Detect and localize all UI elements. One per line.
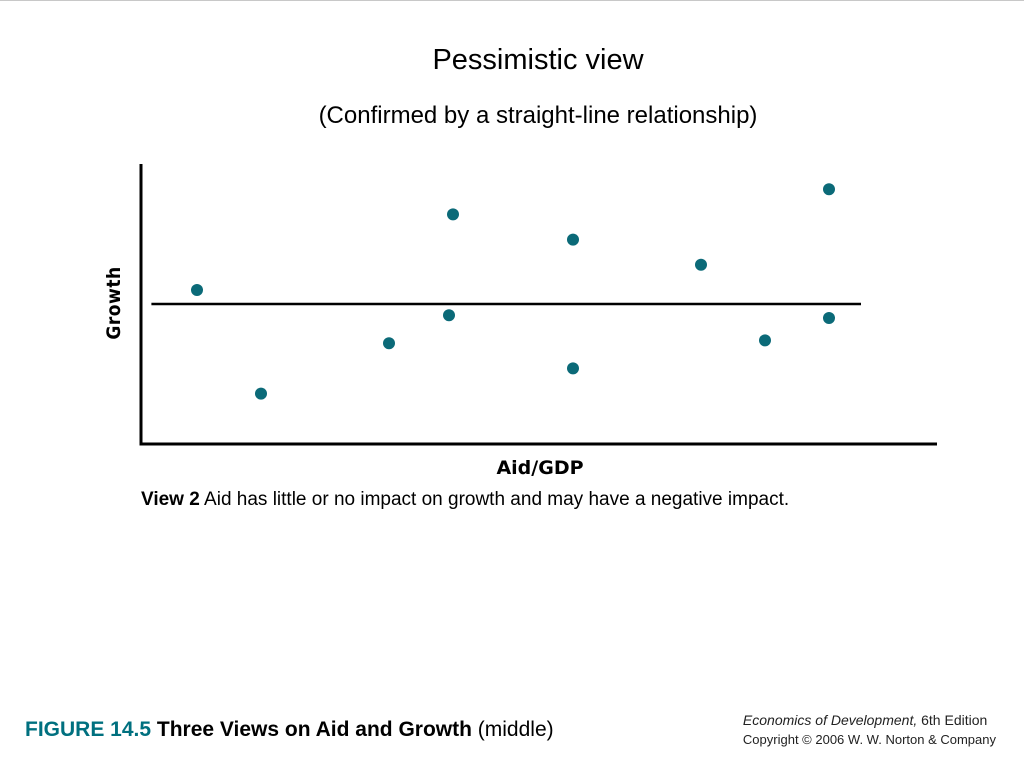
data-point-8 <box>695 258 707 271</box>
data-point-6 <box>567 233 579 246</box>
data-point-7 <box>567 362 579 375</box>
data-point-5 <box>443 309 455 322</box>
y-axis-label: Growth <box>103 266 125 340</box>
source-credit: Economics of Development, 6th Edition Co… <box>743 711 996 749</box>
figure-qualifier: (middle) <box>477 718 554 741</box>
view-description: Aid has little or no impact on growth an… <box>204 489 790 510</box>
copyright: Copyright © 2006 W. W. Norton & Company <box>742 732 996 747</box>
slide-title: Pessimistic view <box>432 44 644 76</box>
data-point-11 <box>823 312 835 324</box>
data-point-9 <box>759 334 771 347</box>
view-caption: View 2 Aid has little or no impact on gr… <box>141 489 789 511</box>
data-points <box>191 183 835 400</box>
slide-subtitle: (Confirmed by a straight-line relationsh… <box>318 102 758 129</box>
x-axis-label: Aid/GDP <box>496 457 584 479</box>
data-point-1 <box>191 284 203 296</box>
view-label: View 2 <box>141 489 200 510</box>
figure-title: Three Views on Aid and Growth <box>156 718 472 741</box>
book-title: Economics of Development, <box>742 712 918 728</box>
figure-number: FIGURE 14.5 <box>25 718 152 741</box>
figure-caption: FIGURE 14.5 Three Views on Aid and Growt… <box>25 718 554 742</box>
data-point-4 <box>447 208 459 221</box>
data-point-3 <box>383 337 395 350</box>
top-border <box>0 0 1024 1</box>
data-point-2 <box>255 387 267 400</box>
data-point-10 <box>823 183 835 196</box>
book-edition: 6th Edition <box>921 712 988 728</box>
